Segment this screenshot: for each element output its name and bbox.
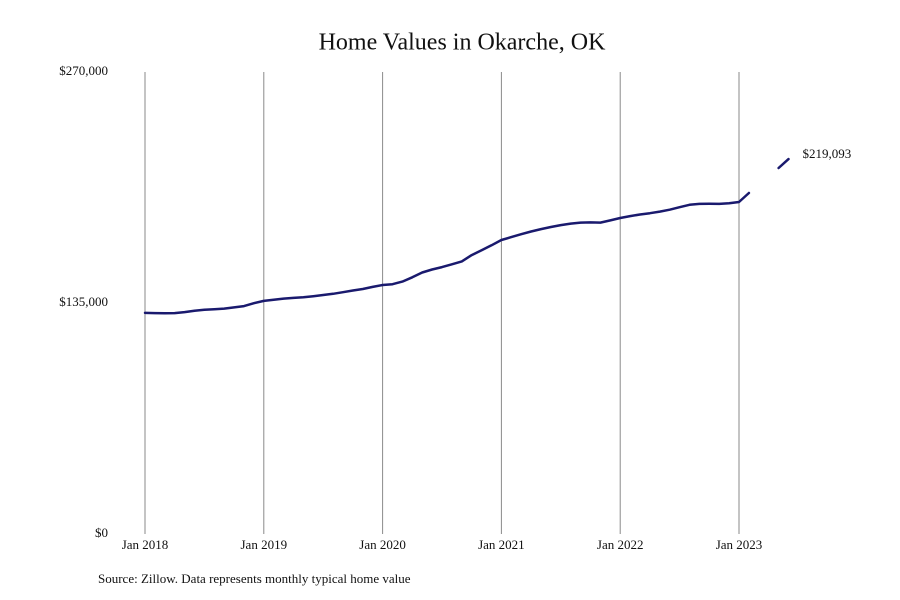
source-note: Source: Zillow. Data represents monthly … xyxy=(98,571,411,586)
y-tick-label: $0 xyxy=(95,525,108,540)
x-tick-label: Jan 2023 xyxy=(716,537,763,552)
y-tick-label: $135,000 xyxy=(59,294,108,309)
x-tick-label: Jan 2020 xyxy=(359,537,406,552)
x-tick-label: Jan 2021 xyxy=(478,537,525,552)
chart-title: Home Values in Okarche, OK xyxy=(319,30,606,56)
line xyxy=(143,157,790,315)
value-label: $219,093 xyxy=(803,146,852,161)
x-tick-label: Jan 2018 xyxy=(122,537,169,552)
y-tick-label: $270,000 xyxy=(59,63,108,78)
x-tick-label: Jan 2019 xyxy=(241,537,288,552)
x-tick-label: Jan 2022 xyxy=(597,537,644,552)
